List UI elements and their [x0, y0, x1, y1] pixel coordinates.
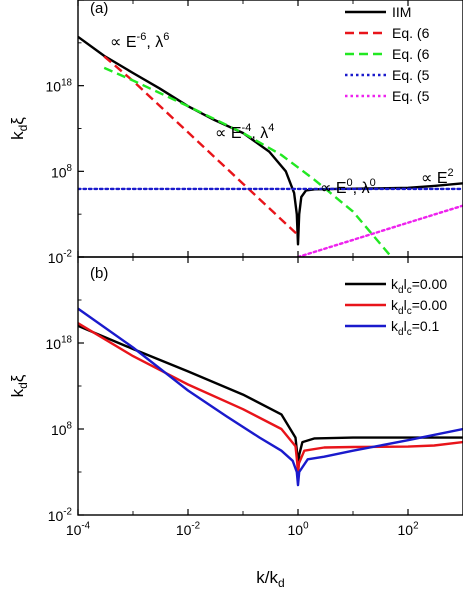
legend-label: Eq. (6 [392, 25, 430, 41]
series-line-0-4 [296, 204, 463, 257]
panel-label: (a) [90, 0, 108, 17]
annotation: ∝ E-4, λ4 [215, 122, 274, 142]
legend-label: IIM [392, 4, 411, 20]
annotation: ∝ E2 [421, 167, 454, 187]
y-tick-label: 108 [51, 163, 73, 180]
y-tick-label: 10-2 [48, 249, 72, 266]
x-axis-label: k/kd [256, 568, 284, 590]
legend-label: Eq. (5 [392, 67, 430, 83]
annotation: ∝ E-6, λ6 [110, 31, 169, 51]
y-tick-label: 1018 [46, 77, 73, 94]
x-tick-label: 10-2 [176, 521, 200, 538]
legend-label: Eq. (6 [392, 46, 430, 62]
legend-label: kdlc=0.1 [391, 318, 440, 338]
legend-label: kdlc=0.00 [391, 297, 447, 317]
y-tick-label: 108 [51, 421, 73, 438]
y-tick-label: 1018 [46, 335, 73, 352]
series-line-1-0 [78, 324, 463, 474]
y-axis-label: kdξ [8, 117, 30, 140]
series-line-1-2 [78, 307, 463, 487]
series-line-1-1 [78, 322, 463, 478]
legend-label: kdlc=0.00 [391, 276, 447, 296]
series-line-0-1 [103, 55, 299, 236]
panel-a: (a) kdξ IIM Eq. (6 Eq. (6 Eq. (5 Eq. (5 ∝ E-6, … [8, 0, 463, 258]
panel-label: (b) [90, 265, 108, 282]
series-line-0-2 [103, 66, 393, 257]
legend-label: Eq. (5 [392, 88, 430, 104]
series-group [78, 307, 463, 487]
plot-frame [77, 256, 463, 516]
x-tick-label: 100 [287, 521, 309, 538]
y-axis-label: kdξ [8, 374, 30, 397]
x-tick-label: 102 [397, 521, 418, 538]
y-tick-label: 10-2 [48, 507, 72, 524]
x-tick-label: 10-4 [66, 521, 91, 538]
annotation: ∝ E0, λ0 [320, 177, 376, 197]
series-group [78, 35, 463, 257]
